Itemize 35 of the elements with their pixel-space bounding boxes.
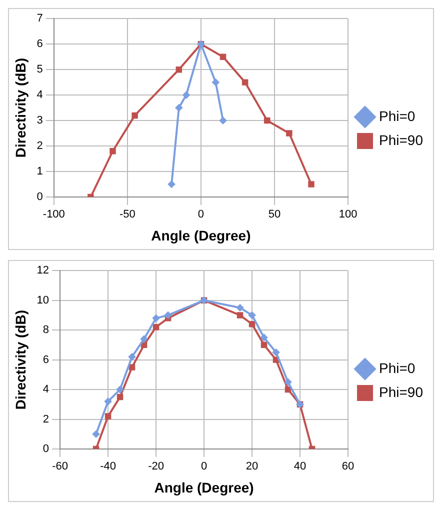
x-tick-label: 50 <box>268 208 281 221</box>
x-tick-label: -40 <box>100 460 116 473</box>
y-axis-title: Directivity (dB) <box>12 310 28 410</box>
x-tick-label: -60 <box>52 460 68 473</box>
x-tick-label: 60 <box>342 460 354 473</box>
legend-label: Phi=0 <box>379 360 416 376</box>
y-tick-label: 2 <box>36 140 43 152</box>
y-tick-label: 5 <box>36 64 43 76</box>
y-tick-label: 0 <box>42 443 50 456</box>
x-tick-label: 0 <box>200 460 208 473</box>
legend-label: Phi=90 <box>379 384 424 400</box>
y-tick-label: 8 <box>42 324 50 336</box>
x-tick-label: 0 <box>198 208 204 221</box>
x-axis-title: Angle (Degree) <box>154 479 254 496</box>
y-axis-title: Directivity (dB) <box>12 58 28 158</box>
x-tick-label: -100 <box>42 208 65 221</box>
x-axis-title: Angle (Degree) <box>151 227 251 244</box>
x-tick-label: 40 <box>294 460 306 473</box>
y-tick-label: 4 <box>36 89 43 102</box>
y-tick-label: 2 <box>42 413 50 426</box>
y-tick-label: 6 <box>42 354 50 366</box>
x-tick-label: 100 <box>338 208 358 221</box>
y-tick-label: 3 <box>36 114 43 127</box>
legend-label: Phi=0 <box>379 108 416 124</box>
x-tick-label: -20 <box>148 460 164 473</box>
legend-label: Phi=90 <box>379 132 424 148</box>
x-tick-label: -50 <box>119 208 136 221</box>
x-tick-label: 20 <box>246 460 258 473</box>
y-tick-label: 7 <box>36 12 43 25</box>
y-tick-label: 10 <box>36 294 50 306</box>
y-tick-label: 1 <box>36 166 43 178</box>
y-tick-label: 0 <box>36 191 43 204</box>
y-tick-label: 6 <box>36 38 43 50</box>
y-tick-label: 12 <box>36 264 50 277</box>
y-tick-label: 4 <box>42 384 50 396</box>
